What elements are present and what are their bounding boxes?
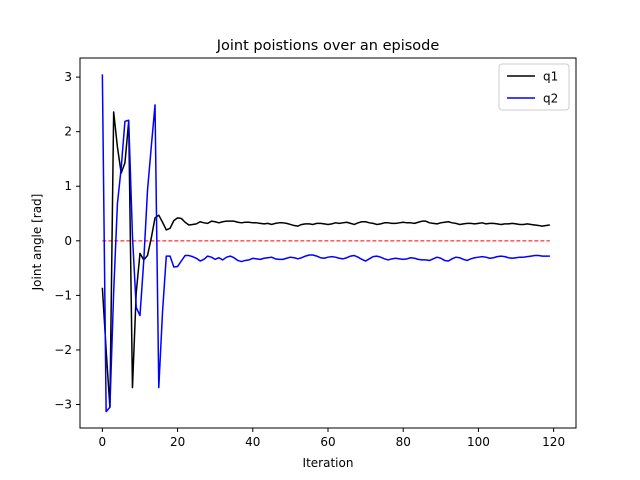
x-axis-label: Iteration [303,456,354,470]
y-axis-label: Joint angle [rad] [30,194,44,292]
plot-area [101,74,550,413]
y-tick-label: 3 [64,70,72,84]
x-tick-label: 120 [542,435,565,449]
legend-label-q1: q1 [543,70,558,84]
y-tick-label: 1 [64,179,72,193]
legend: q1 q2 [498,63,570,111]
series-line-q2 [101,74,550,413]
legend-label-q2: q2 [543,92,558,106]
x-tick-label: 20 [170,435,185,449]
y-tick-label: −3 [54,398,72,412]
x-tick-label: 80 [396,435,411,449]
y-tick-label: −2 [54,343,72,357]
y-tick-label: −1 [54,288,72,302]
axis-ticks: 0 20 40 60 80 100 120 −3 −2 −1 0 1 2 3 [54,70,565,449]
x-tick-label: 100 [467,435,490,449]
y-tick-label: 0 [64,234,72,248]
y-tick-label: 2 [64,125,72,139]
x-tick-label: 40 [245,435,260,449]
chart-title: Joint poistions over an episode [216,38,440,54]
x-tick-label: 60 [320,435,335,449]
x-tick-label: 0 [99,435,107,449]
legend-box [498,63,570,111]
series-line-q1 [101,111,550,409]
